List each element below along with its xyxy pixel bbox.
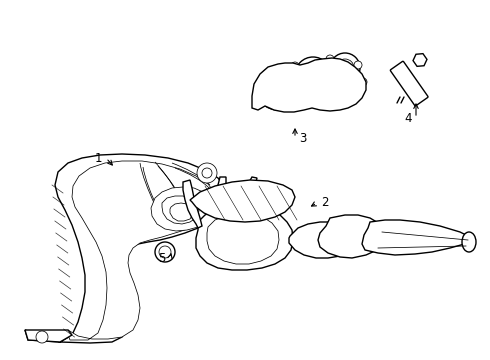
Ellipse shape [462,232,476,252]
Text: 3: 3 [299,131,307,144]
Text: 2: 2 [321,197,329,210]
Circle shape [36,331,48,343]
Circle shape [155,242,175,262]
Polygon shape [151,187,213,231]
Circle shape [330,53,360,83]
Circle shape [256,94,264,102]
Polygon shape [68,161,218,340]
Polygon shape [25,154,228,343]
Polygon shape [318,215,385,258]
Text: 4: 4 [404,112,412,125]
Polygon shape [25,330,72,342]
Polygon shape [413,54,427,66]
Circle shape [256,66,300,110]
Circle shape [159,246,171,258]
Circle shape [295,57,331,93]
Polygon shape [183,180,202,228]
Circle shape [354,61,362,69]
Polygon shape [244,177,257,215]
Text: 5: 5 [158,252,166,265]
Polygon shape [170,203,193,221]
Circle shape [302,64,324,86]
Circle shape [326,55,334,63]
Circle shape [359,78,367,86]
Circle shape [291,62,299,70]
Circle shape [197,163,217,183]
Polygon shape [207,214,279,264]
Polygon shape [289,222,358,258]
Polygon shape [162,196,199,224]
Circle shape [264,74,292,102]
FancyBboxPatch shape [391,61,428,106]
Polygon shape [190,180,295,222]
Polygon shape [196,206,293,270]
Polygon shape [252,58,366,112]
Circle shape [336,59,354,77]
Polygon shape [217,177,226,215]
Circle shape [202,168,212,178]
Text: 1: 1 [94,152,102,165]
Polygon shape [362,220,470,255]
